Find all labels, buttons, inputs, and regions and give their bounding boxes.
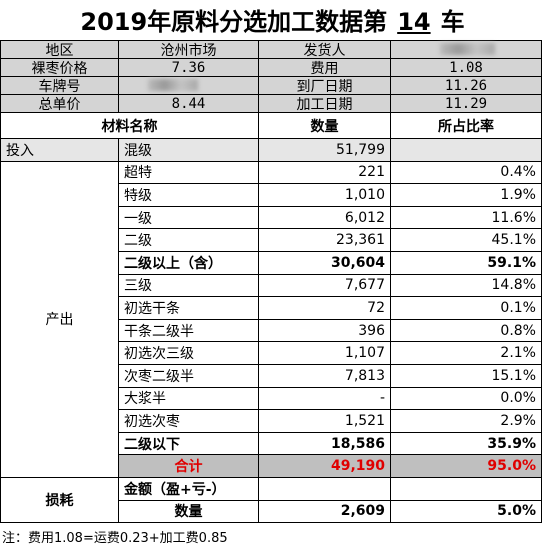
ratio: 0.8% bbox=[390, 318, 542, 343]
ratio: 11.6% bbox=[390, 205, 542, 230]
material-name: 二级以上（含） bbox=[118, 251, 259, 275]
material-name: 干条二级半 bbox=[118, 318, 259, 343]
column-header: 材料名称 bbox=[0, 112, 259, 139]
info-value: 7.36 bbox=[118, 58, 259, 77]
ratio: 2.9% bbox=[390, 409, 542, 433]
ratio bbox=[390, 477, 542, 501]
column-header: 数量 bbox=[258, 112, 391, 139]
quantity: 7,813 bbox=[258, 364, 391, 388]
quantity: 1,107 bbox=[258, 341, 391, 365]
info-label: 发货人 bbox=[258, 40, 391, 59]
ratio: 35.9% bbox=[390, 431, 542, 456]
quantity: 18,586 bbox=[258, 431, 391, 456]
ratio: 2.1% bbox=[390, 341, 542, 365]
ratio: 45.1% bbox=[390, 228, 542, 252]
quantity bbox=[258, 477, 391, 501]
ratio: 0.0% bbox=[390, 386, 542, 411]
quantity: 221 bbox=[258, 160, 391, 185]
group-label: 产出 bbox=[0, 160, 119, 478]
loss-amount-label: 金额（盈+亏-） bbox=[118, 477, 259, 501]
redacted bbox=[440, 43, 495, 55]
info-label: 加工日期 bbox=[258, 94, 391, 113]
info-value: 8.44 bbox=[118, 94, 259, 113]
quantity: 72 bbox=[258, 296, 391, 320]
ratio: 1.9% bbox=[390, 183, 542, 207]
material-name: 二级 bbox=[118, 228, 259, 252]
group-label: 投入 bbox=[0, 138, 119, 162]
title-number: 14 bbox=[397, 8, 431, 36]
title-suffix: 车 bbox=[440, 8, 465, 36]
group-label: 损耗 bbox=[0, 477, 119, 524]
material-name: 初选次枣 bbox=[118, 409, 259, 433]
info-label: 总单价 bbox=[0, 94, 119, 113]
ratio: 14.8% bbox=[390, 273, 542, 298]
info-value: 11.29 bbox=[390, 94, 542, 113]
material-name: 初选干条 bbox=[118, 296, 259, 320]
quantity: 51,799 bbox=[258, 138, 391, 162]
quantity: 1,521 bbox=[258, 409, 391, 433]
total-quantity: 49,190 bbox=[258, 454, 391, 478]
quantity: 23,361 bbox=[258, 228, 391, 252]
total-label: 合计 bbox=[118, 454, 259, 478]
column-header: 所占比率 bbox=[390, 112, 542, 139]
ratio bbox=[390, 138, 542, 162]
material-name: 混级 bbox=[118, 138, 259, 162]
quantity: 6,012 bbox=[258, 205, 391, 230]
material-name: 超特 bbox=[118, 160, 259, 185]
info-label: 地区 bbox=[0, 40, 119, 59]
material-name: 大浆半 bbox=[118, 386, 259, 411]
note: 注：费用1.08=运费0.23+加工费0.85 bbox=[2, 531, 228, 546]
material-name: 二级以下 bbox=[118, 431, 259, 456]
total-ratio: 95.0% bbox=[390, 454, 542, 478]
info-value: 11.26 bbox=[390, 76, 542, 95]
info-value: 沧州市场 bbox=[118, 40, 259, 59]
redacted bbox=[148, 79, 198, 91]
loss-ratio: 5.0% bbox=[390, 499, 542, 524]
ratio: 59.1% bbox=[390, 251, 542, 275]
loss-quantity-label: 数量 bbox=[118, 499, 259, 524]
ratio: 0.1% bbox=[390, 296, 542, 320]
info-value: 1.08 bbox=[390, 58, 542, 77]
quantity: 30,604 bbox=[258, 251, 391, 275]
material-name: 一级 bbox=[118, 205, 259, 230]
loss-quantity: 2,609 bbox=[258, 499, 391, 524]
quantity: 7,677 bbox=[258, 273, 391, 298]
quantity: 1,010 bbox=[258, 183, 391, 207]
info-label: 费用 bbox=[258, 58, 391, 77]
info-label: 裸枣价格 bbox=[0, 58, 119, 77]
ratio: 0.4% bbox=[390, 160, 542, 185]
quantity: 396 bbox=[258, 318, 391, 343]
quantity: - bbox=[258, 386, 391, 411]
material-name: 特级 bbox=[118, 183, 259, 207]
material-name: 初选次三级 bbox=[118, 341, 259, 365]
title: 2019年原料分选加工数据第 14 车 bbox=[0, 2, 545, 37]
material-name: 次枣二级半 bbox=[118, 364, 259, 388]
info-label: 车牌号 bbox=[0, 76, 119, 95]
material-name: 三级 bbox=[118, 273, 259, 298]
ratio: 15.1% bbox=[390, 364, 542, 388]
info-label: 到厂日期 bbox=[258, 76, 391, 95]
title-prefix: 2019年原料分选加工数据第 bbox=[80, 8, 388, 36]
